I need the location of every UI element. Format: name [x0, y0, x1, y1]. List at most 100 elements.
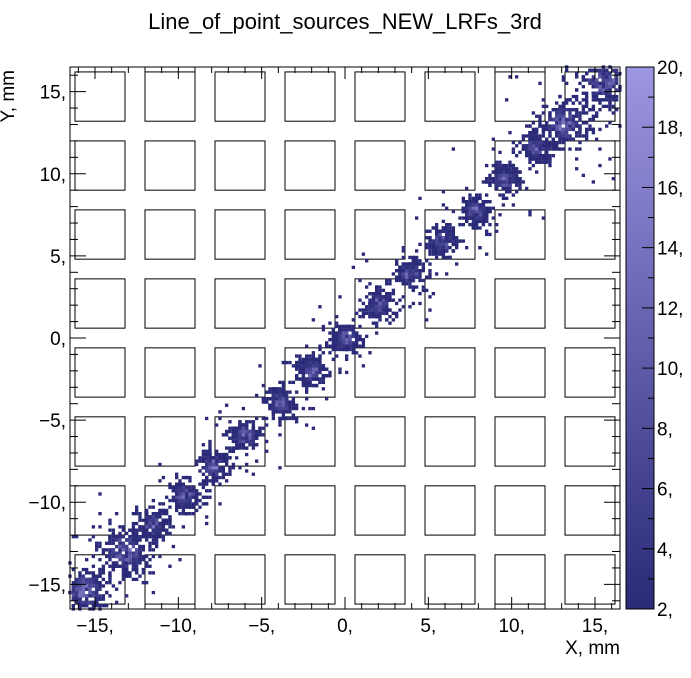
heat-bin	[468, 223, 472, 227]
heat-bin	[441, 190, 446, 194]
heat-bin	[611, 98, 616, 102]
sensor-square	[214, 485, 266, 536]
heat-bin	[615, 68, 619, 72]
heat-bin	[531, 157, 536, 161]
heat-bin	[358, 308, 362, 312]
heat-bin	[295, 406, 299, 411]
heat-bin	[281, 403, 286, 407]
heat-bin	[205, 452, 209, 457]
heat-bin	[318, 377, 322, 381]
heat-bin	[165, 508, 169, 513]
heat-bin	[191, 505, 196, 509]
heat-bin	[218, 459, 222, 463]
heat-bin	[138, 525, 142, 529]
heat-bin	[431, 292, 436, 296]
heat-bin	[278, 416, 282, 421]
heat-bin	[105, 561, 109, 565]
heat-bin	[75, 577, 79, 582]
heat-bin	[408, 285, 412, 289]
heat-bin	[535, 140, 539, 145]
heat-bin	[91, 574, 96, 578]
heat-bin	[375, 315, 379, 319]
heat-bin	[578, 147, 582, 151]
heat-bin	[415, 275, 419, 279]
heat-bin	[78, 577, 82, 582]
heat-bin	[108, 535, 112, 539]
heat-bin	[448, 229, 452, 233]
heat-bin	[141, 544, 146, 549]
heat-bin	[255, 459, 259, 463]
heat-bin	[361, 252, 366, 256]
heat-bin	[501, 193, 506, 197]
heat-bin	[315, 383, 319, 388]
heat-bin	[615, 98, 619, 102]
heat-bin	[161, 508, 166, 513]
heat-bin	[175, 505, 179, 509]
heat-bin	[131, 558, 136, 562]
heat-bin	[465, 246, 469, 250]
heat-bin	[321, 364, 326, 368]
heat-bin	[301, 374, 306, 378]
heat-bin	[585, 91, 589, 95]
heat-bin	[388, 315, 392, 319]
heat-bin	[118, 531, 122, 536]
heat-bin	[108, 521, 112, 526]
heat-bin	[471, 203, 476, 207]
heat-bin	[235, 433, 239, 437]
heat-bin	[178, 558, 182, 562]
heat-bin	[531, 137, 536, 141]
heat-bin	[135, 541, 139, 545]
heat-bin	[558, 114, 562, 118]
heat-bin	[108, 551, 112, 555]
heat-bin	[171, 525, 176, 529]
heat-bin	[238, 420, 242, 424]
heat-bin	[475, 206, 479, 210]
heat-bin	[498, 183, 502, 187]
heat-bin	[378, 318, 382, 322]
heat-bin	[81, 604, 86, 608]
heat-bin	[418, 259, 422, 263]
heat-bin	[271, 387, 276, 391]
heat-bin	[361, 344, 366, 348]
heat-bin	[505, 180, 509, 184]
heat-bin	[95, 594, 99, 598]
heat-bin	[81, 567, 86, 572]
heat-bin	[305, 370, 309, 375]
heat-bin	[501, 177, 506, 181]
heat-bin	[161, 521, 166, 526]
heat-bin	[135, 551, 139, 555]
heat-bin	[265, 439, 269, 444]
heat-bin	[131, 521, 136, 526]
heat-bin	[178, 482, 182, 486]
heat-bin	[131, 567, 136, 572]
heat-bin	[308, 377, 312, 381]
heat-bin	[158, 512, 162, 516]
heat-bin	[485, 200, 489, 204]
heat-bin	[318, 305, 322, 309]
heat-bin	[608, 85, 612, 89]
heat-bin	[538, 154, 542, 158]
heat-bin	[201, 482, 206, 486]
heat-bin	[425, 236, 429, 240]
heat-bin	[195, 492, 199, 496]
heat-bin	[418, 292, 422, 296]
heat-bin	[138, 548, 142, 552]
heat-bin	[468, 200, 472, 204]
heat-bin	[525, 154, 529, 158]
heat-bin	[125, 574, 129, 578]
heat-bin	[441, 226, 446, 230]
heat-bin	[125, 561, 129, 565]
heat-bin	[315, 374, 319, 378]
heat-bin	[281, 413, 286, 417]
heat-bin	[401, 275, 406, 279]
heat-bin	[85, 600, 89, 605]
heat-bin	[211, 475, 216, 480]
heat-bin	[245, 436, 249, 440]
heat-bin	[98, 574, 102, 578]
sensor-square	[214, 209, 266, 260]
heat-bin	[495, 180, 499, 184]
heat-bin	[548, 144, 552, 148]
heat-bin	[418, 242, 422, 247]
heat-bin	[98, 541, 102, 545]
heat-bin	[128, 548, 132, 552]
